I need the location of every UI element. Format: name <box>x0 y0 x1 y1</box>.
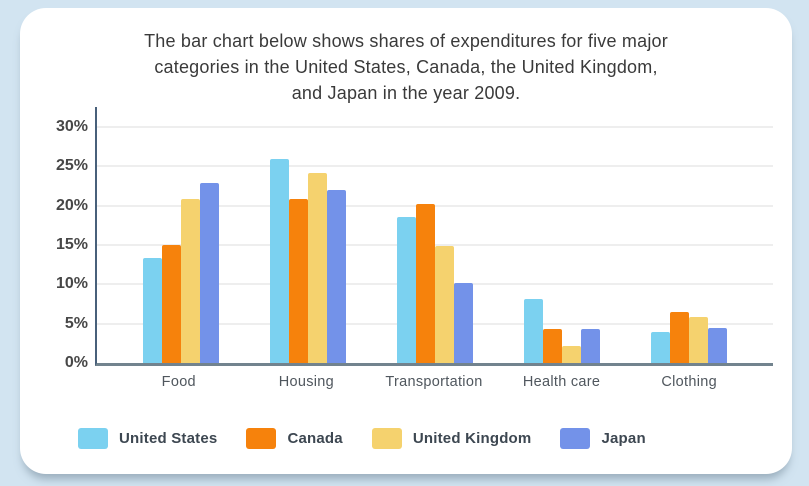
bar-united-kingdom-housing <box>307 172 327 363</box>
y-tick-20%: 20% <box>55 196 88 214</box>
legend-label-united-kingdom: United Kingdom <box>412 430 532 447</box>
x-category-label-clothing: Clothing <box>661 374 717 390</box>
plot-area <box>95 107 773 366</box>
legend-swatch-japan <box>560 428 591 449</box>
bar-canada-transportation <box>415 204 435 363</box>
bar-groups <box>97 107 773 363</box>
bar-group-food <box>142 182 219 363</box>
bar-canada-food <box>161 245 181 363</box>
gridline-25% <box>97 165 773 168</box>
legend-item-united-kingdom: United Kingdom <box>371 428 532 449</box>
x-category-label-housing: Housing <box>278 374 335 390</box>
y-tick-5%: 5% <box>64 314 88 332</box>
bar-group-transportation <box>396 204 473 363</box>
x-axis-labels: Food Housing Transportation Health care Clot… <box>95 374 773 390</box>
y-tick-10%: 10% <box>55 275 88 293</box>
chart-title-line-2: categories in the United States, Canada,… <box>154 57 658 77</box>
bar-japan-food <box>199 182 219 363</box>
legend-item-united-states: United States <box>78 428 217 449</box>
x-category-label-food: Food <box>161 374 196 390</box>
legend-swatch-united-states <box>78 428 108 449</box>
x-category-label-health-care: Health care <box>522 374 601 390</box>
gridline-30% <box>97 126 773 128</box>
y-tick-0%: 0% <box>64 354 88 371</box>
bar-canada-clothing <box>670 311 690 363</box>
bar-canada-health-care <box>543 329 563 363</box>
legend-swatch-united-kingdom <box>371 428 402 449</box>
gridline-20% <box>97 204 773 207</box>
legend-item-japan: Japan <box>560 428 646 449</box>
legend-swatch-canada <box>246 428 277 449</box>
y-tick-15%: 15% <box>55 236 88 253</box>
bar-japan-clothing <box>708 327 728 363</box>
chart-title-line-3: and Japan in the year 2009. <box>291 83 521 103</box>
y-tick-30%: 30% <box>55 118 88 135</box>
legend-label-canada: Canada <box>287 430 343 447</box>
bar-group-health-care <box>524 298 601 363</box>
legend-label-united-states: United States <box>119 430 218 447</box>
bar-united-kingdom-transportation <box>434 245 454 363</box>
chart-title: The bar chart below shows shares of expe… <box>20 28 792 106</box>
bar-group-housing <box>269 159 346 363</box>
bar-japan-health-care <box>581 329 601 363</box>
bar-group-clothing <box>651 311 728 363</box>
bar-japan-housing <box>326 189 346 363</box>
y-axis-labels: 0% 5% 10% 15% 20% 25% 30% <box>26 107 88 371</box>
bar-united-states-housing <box>269 159 289 363</box>
bar-united-kingdom-food <box>180 199 200 363</box>
bar-japan-transportation <box>453 282 473 363</box>
chart-card: The bar chart below shows shares of expe… <box>20 8 792 474</box>
bar-united-kingdom-clothing <box>689 316 709 363</box>
bar-united-states-transportation <box>396 217 416 363</box>
bar-united-states-food <box>142 258 162 363</box>
bar-united-kingdom-health-care <box>562 346 582 363</box>
x-category-label-transportation: Transportation <box>385 374 483 390</box>
y-tick-25%: 25% <box>55 157 88 175</box>
chart-title-line-1: The bar chart below shows shares of expe… <box>144 31 668 51</box>
bar-united-states-health-care <box>524 298 544 363</box>
bar-canada-housing <box>288 199 308 363</box>
legend-item-canada: Canada <box>246 428 343 449</box>
bar-united-states-clothing <box>651 331 671 363</box>
legend-label-japan: Japan <box>601 430 646 447</box>
legend: United States Canada United Kingdom Japan <box>78 428 646 449</box>
gridline-15% <box>97 244 773 246</box>
